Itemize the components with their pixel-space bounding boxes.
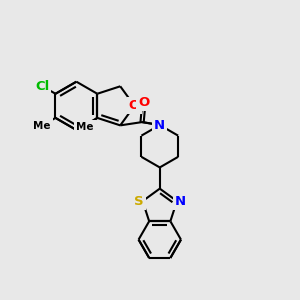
Text: N: N: [154, 118, 165, 131]
Text: Me: Me: [34, 121, 51, 130]
Text: O: O: [129, 99, 140, 112]
Text: S: S: [134, 195, 144, 208]
Text: N: N: [175, 195, 186, 208]
Text: Me: Me: [76, 122, 94, 132]
Text: O: O: [138, 96, 149, 109]
Text: Cl: Cl: [35, 80, 49, 93]
